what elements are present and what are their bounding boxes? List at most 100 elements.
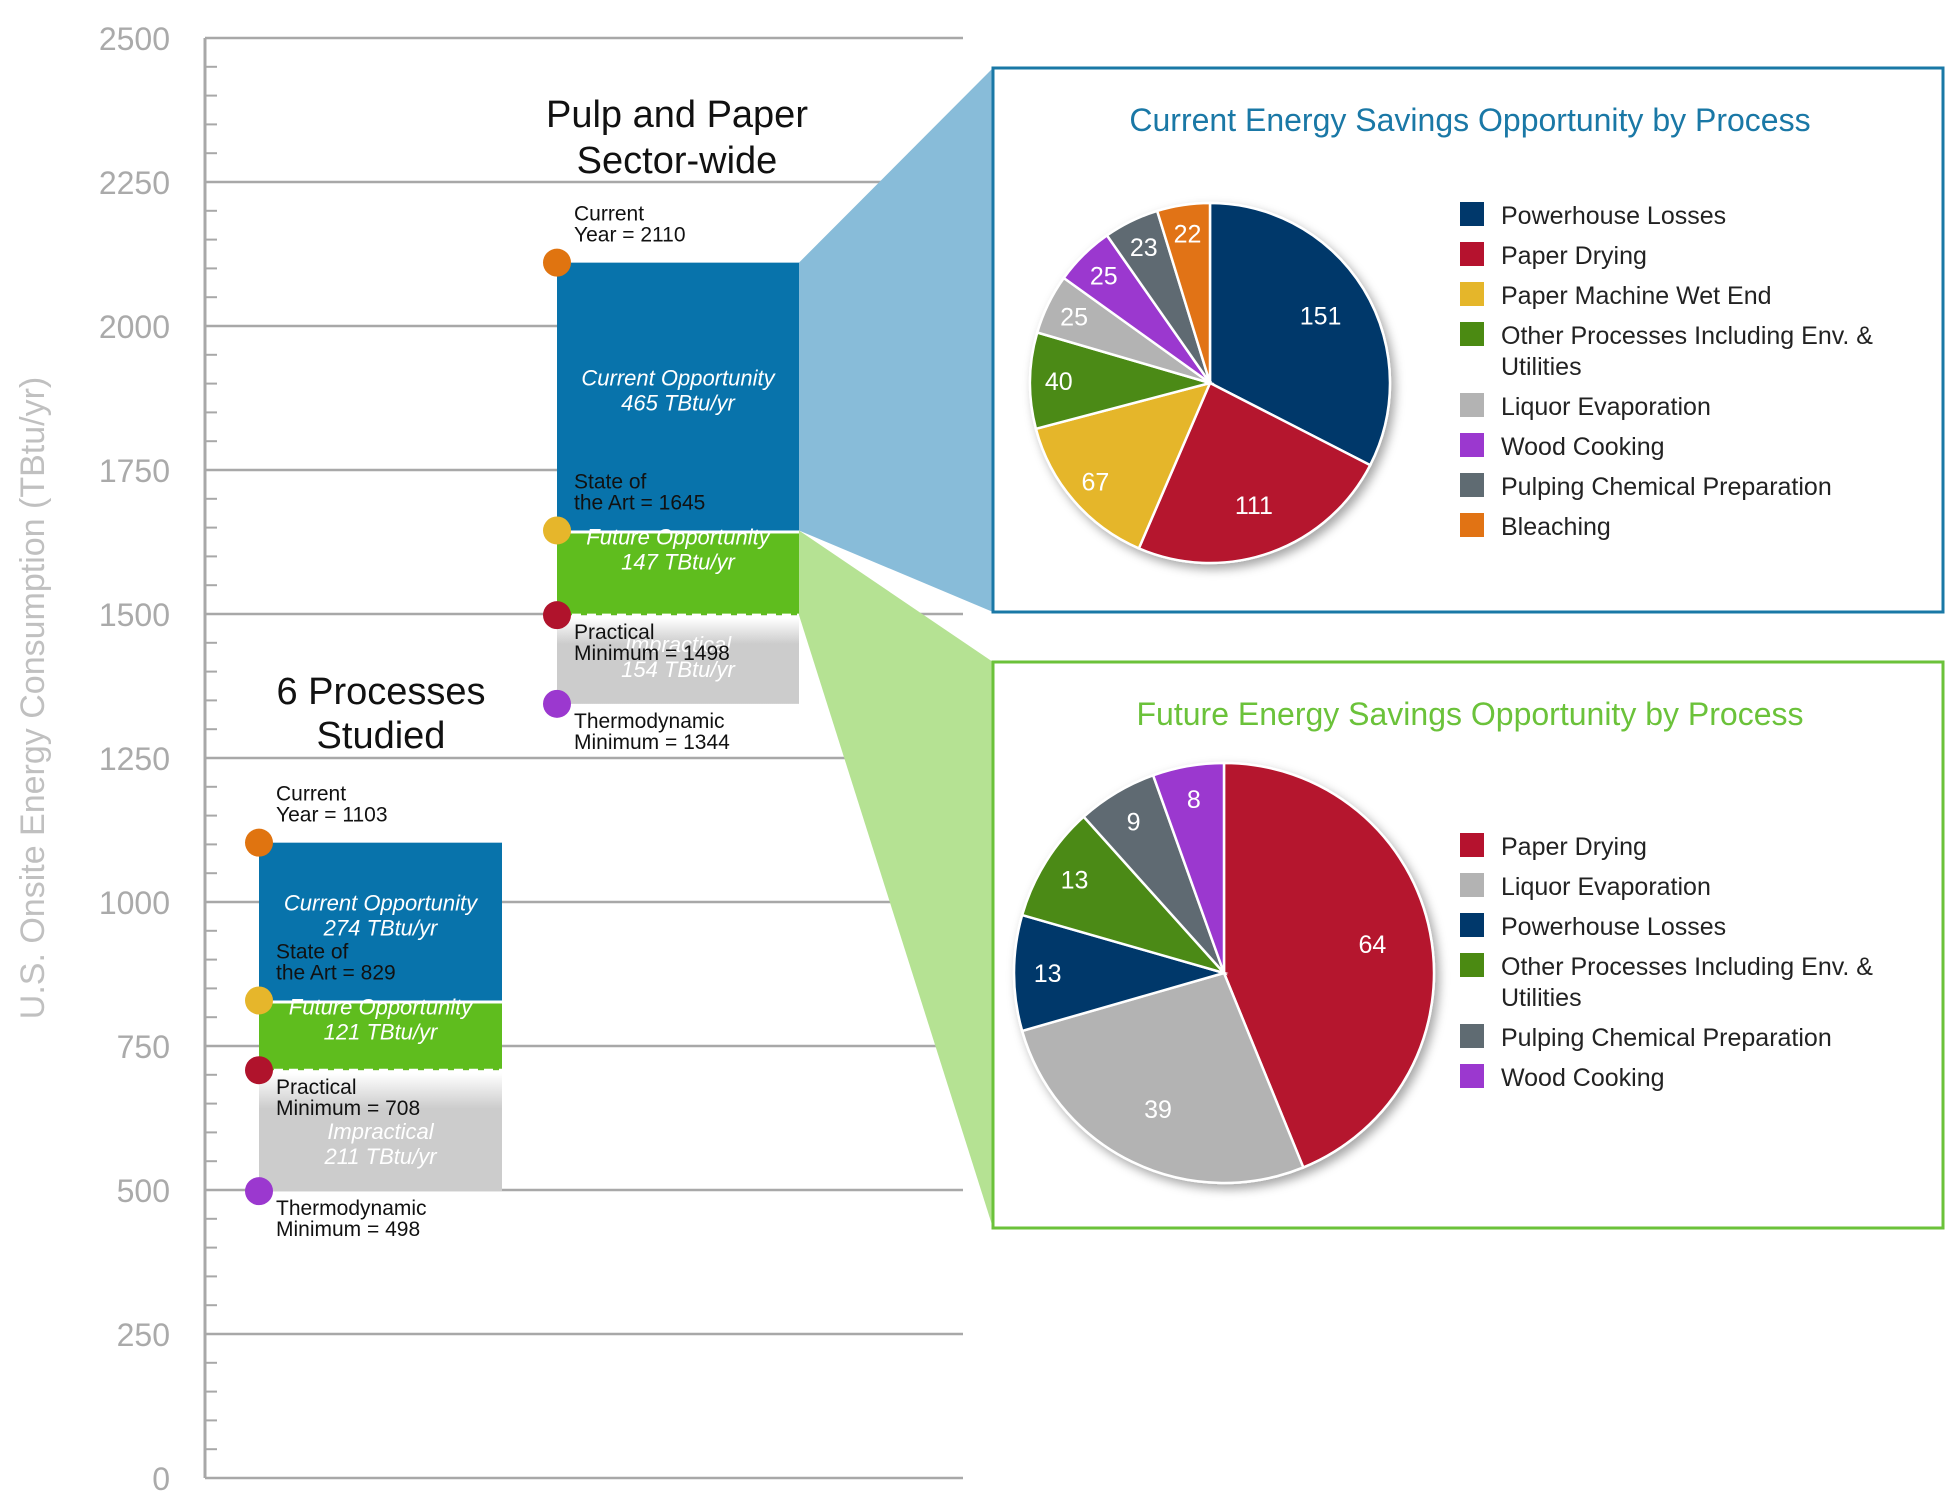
marker-dot — [245, 1056, 273, 1085]
marker-value: Minimum = 1498 — [574, 642, 730, 665]
y-tick-label: 1750 — [99, 453, 170, 489]
legend-label: Powerhouse Losses — [1501, 913, 1726, 941]
marker-value: Minimum = 498 — [276, 1218, 420, 1241]
bar-segment — [259, 842, 502, 1001]
marker-dot — [245, 1177, 273, 1206]
segment-label: Future Opportunity — [586, 524, 771, 549]
marker-dot — [543, 689, 571, 718]
y-axis: 0 250 500 750 1000 1250 1500 1750 2000 2250 2500 U.… — [14, 21, 963, 1497]
current-callout-connector — [799, 68, 993, 612]
legend-label: Paper Drying — [1501, 833, 1647, 861]
y-tick-label: 250 — [117, 1317, 170, 1353]
group-title: 6 Processes — [276, 671, 485, 713]
legend-swatch — [1460, 202, 1484, 226]
legend-label: Liquor Evaporation — [1501, 393, 1711, 421]
segment-value: 154 TBtu/yr — [621, 657, 736, 682]
pie-slice — [1151, 761, 1226, 974]
legend-item: Powerhouse Losses — [1460, 202, 1726, 230]
bar-segment — [259, 1073, 502, 1192]
marker-label: Practical — [574, 621, 655, 644]
segment-label: Current Opportunity — [581, 366, 776, 391]
slice-value-label: 9 — [1127, 809, 1141, 837]
legend-item: Pulping Chemical Preparation — [1460, 1024, 1832, 1052]
y-tick-label: 2250 — [99, 165, 170, 201]
y-tick-label: 0 — [152, 1461, 170, 1497]
panel-title: Current Energy Savings Opportunity by Pr… — [1129, 102, 1810, 138]
pie-slice — [1137, 381, 1372, 565]
legend-item: Other Processes Including Env. & Utilitie… — [1460, 953, 1873, 1012]
marker-label: Current — [276, 783, 346, 806]
legend-swatch — [1460, 873, 1484, 897]
legend-swatch — [1460, 1064, 1484, 1088]
slice-value-label: 8 — [1187, 786, 1201, 814]
slice-value-label: 111 — [1235, 492, 1273, 520]
marker-value: Year = 2110 — [574, 224, 686, 247]
marker-label: Thermodynamic — [574, 710, 725, 733]
legend-swatch — [1460, 953, 1484, 977]
group-title: Sector-wide — [577, 140, 778, 182]
y-tick-label: 500 — [117, 1173, 170, 1209]
y-tick-label: 750 — [117, 1029, 170, 1065]
y-tick-label: 2000 — [99, 309, 170, 345]
legend-line: Utilities — [1501, 353, 1582, 381]
segment-value: 147 TBtu/yr — [621, 549, 736, 574]
bar-segment — [557, 262, 799, 531]
legend-item: Liquor Evaporation — [1460, 873, 1711, 901]
future-callout-connector — [799, 530, 993, 1228]
legend-item: Paper Drying — [1460, 242, 1647, 270]
marker-dot — [543, 601, 571, 630]
legend-item: Other Processes Including Env. & Utilitie… — [1460, 322, 1873, 381]
legend: Powerhouse Losses Paper Drying Paper Machi… — [1460, 202, 1873, 541]
legend-label: Paper Machine Wet End — [1501, 282, 1772, 310]
pie-slice — [1020, 814, 1228, 976]
y-tick-label: 1500 — [99, 597, 170, 633]
legend-line: Utilities — [1501, 984, 1582, 1012]
pie — [1012, 761, 1436, 1185]
pie — [1028, 201, 1392, 565]
bar-segment — [557, 618, 799, 704]
marker-value: the Art = 829 — [276, 961, 396, 984]
legend-label: Pulping Chemical Preparation — [1501, 1024, 1832, 1052]
legend-swatch — [1460, 433, 1484, 457]
y-axis-title: U.S. Onsite Energy Consumption (TBtu/yr) — [14, 377, 52, 1019]
legend-swatch — [1460, 393, 1484, 417]
slice-value-label: 25 — [1060, 304, 1088, 332]
marker-value: Year = 1103 — [276, 804, 388, 827]
marker-dot — [543, 516, 571, 545]
panel-title: Future Energy Savings Opportunity by Pro… — [1137, 696, 1804, 732]
marker-label: Practical — [276, 1076, 357, 1099]
legend-label: Bleaching — [1501, 513, 1611, 541]
marker-label: Current — [574, 203, 644, 226]
marker-dot — [543, 248, 571, 277]
slice-value-label: 39 — [1144, 1096, 1172, 1124]
marker-value: the Art = 1645 — [574, 491, 705, 514]
legend-label: Liquor Evaporation — [1501, 873, 1711, 901]
callout-connectors — [799, 68, 993, 1228]
slice-value-label: 13 — [1061, 866, 1089, 894]
legend-label: Pulping Chemical Preparation — [1501, 473, 1832, 501]
legend-label: Other Processes Including Env. & Utilitie… — [1501, 953, 1873, 1012]
bar-segment — [259, 1003, 502, 1071]
legend-label: Wood Cooking — [1501, 1064, 1665, 1092]
marker-label: State of — [276, 940, 349, 963]
legend-item: Paper Drying — [1460, 833, 1647, 861]
marker-dot — [245, 986, 273, 1015]
legend-item: Wood Cooking — [1460, 1064, 1665, 1092]
legend-line: Other Processes Including Env. & — [1501, 322, 1873, 350]
slice-value-label: 40 — [1045, 368, 1073, 396]
legend-swatch — [1460, 322, 1484, 346]
y-tick-label: 2500 — [99, 21, 170, 57]
slice-value-label: 13 — [1034, 960, 1062, 988]
pie-slice — [1020, 971, 1305, 1185]
y-tick-label: 1250 — [99, 741, 170, 777]
slice-value-label: 22 — [1174, 220, 1202, 248]
slice-value-label: 151 — [1300, 302, 1342, 330]
pie-slice — [1012, 913, 1229, 1033]
marker-value: Minimum = 1344 — [574, 731, 730, 754]
legend-item: Powerhouse Losses — [1460, 913, 1726, 941]
pie-slice — [1222, 761, 1436, 1170]
pie-slice — [1034, 381, 1213, 550]
legend-item: Pulping Chemical Preparation — [1460, 473, 1832, 501]
